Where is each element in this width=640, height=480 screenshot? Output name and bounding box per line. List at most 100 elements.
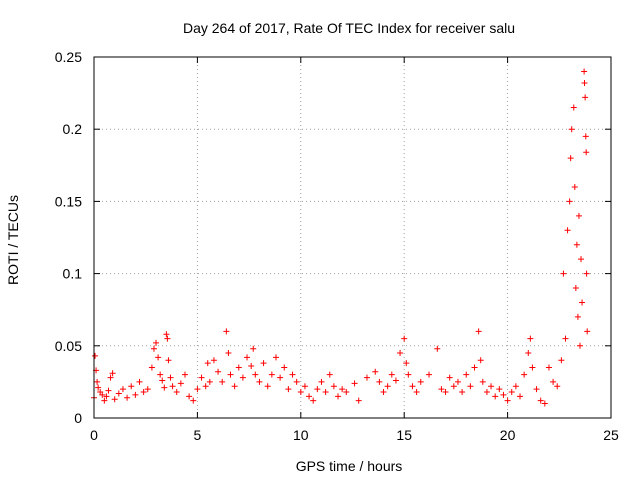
data-point: [388, 371, 395, 378]
data-point: [318, 378, 325, 385]
data-point: [109, 370, 116, 377]
data-point: [401, 335, 408, 342]
data-point: [306, 393, 313, 400]
data-point: [380, 389, 387, 396]
data-point: [355, 397, 362, 404]
data-point: [533, 386, 540, 393]
data-point: [277, 374, 284, 381]
data-point: [128, 383, 135, 390]
data-point: [575, 212, 582, 219]
data-point: [477, 357, 484, 364]
data-point: [583, 270, 590, 277]
y-axis-label: ROTI / TECUs: [5, 195, 21, 285]
data-point: [310, 397, 317, 404]
data-point: [488, 383, 495, 390]
data-point: [297, 389, 304, 396]
data-point: [235, 364, 242, 371]
data-point: [210, 357, 217, 364]
data-point: [260, 360, 267, 367]
data-point: [215, 368, 222, 375]
data-point: [173, 389, 180, 396]
x-tick-label: 15: [396, 427, 412, 443]
data-point: [225, 350, 232, 357]
data-point: [150, 345, 157, 352]
data-point: [202, 383, 209, 390]
data-point: [483, 389, 490, 396]
data-point: [564, 227, 571, 234]
data-point: [343, 389, 350, 396]
data-point: [181, 371, 188, 378]
data-point: [384, 383, 391, 390]
x-tick-label: 25: [603, 427, 619, 443]
data-point: [256, 378, 263, 385]
data-point: [525, 350, 532, 357]
data-point: [250, 345, 257, 352]
data-point: [454, 378, 461, 385]
data-point: [582, 94, 589, 101]
data-points: [91, 68, 591, 407]
data-point: [155, 354, 162, 361]
y-tick-label: 0: [74, 410, 82, 426]
data-point: [467, 383, 474, 390]
data-point: [351, 380, 358, 387]
data-point: [289, 371, 296, 378]
data-point: [330, 383, 337, 390]
data-point: [115, 390, 122, 397]
data-point: [504, 397, 511, 404]
data-point: [248, 363, 255, 370]
data-point: [111, 396, 118, 403]
data-point: [567, 155, 574, 162]
data-point: [244, 354, 251, 361]
data-point: [144, 386, 151, 393]
data-point: [442, 389, 449, 396]
y-tick-label: 0.15: [55, 193, 82, 209]
data-point: [285, 386, 292, 393]
data-point: [132, 391, 139, 398]
data-point: [223, 328, 230, 335]
data-point: [579, 299, 586, 306]
data-point: [335, 393, 342, 400]
data-point: [492, 393, 499, 400]
data-point: [417, 378, 424, 385]
data-point: [521, 371, 528, 378]
y-tick-label: 0.2: [63, 121, 83, 137]
x-tick-label: 20: [500, 427, 516, 443]
data-point: [99, 391, 106, 398]
data-point: [206, 378, 213, 385]
data-point: [231, 383, 238, 390]
data-point: [581, 68, 588, 75]
data-point: [153, 339, 160, 346]
data-point: [409, 383, 416, 390]
data-point: [581, 79, 588, 86]
data-point: [479, 378, 486, 385]
data-point: [403, 360, 410, 367]
data-point: [159, 377, 166, 384]
data-point: [103, 393, 110, 400]
data-point: [413, 389, 420, 396]
data-point: [272, 354, 279, 361]
data-point: [107, 374, 114, 381]
x-tick-label: 5: [194, 427, 202, 443]
data-point: [426, 371, 433, 378]
data-point: [314, 386, 321, 393]
data-point: [227, 371, 234, 378]
data-point: [560, 270, 567, 277]
data-point: [438, 386, 445, 393]
data-point: [475, 328, 482, 335]
y-tick-label: 0.25: [55, 49, 82, 65]
data-point: [537, 397, 544, 404]
data-point: [177, 380, 184, 387]
data-point: [157, 371, 164, 378]
data-point: [94, 378, 101, 385]
data-point: [500, 391, 507, 398]
data-point: [322, 389, 329, 396]
data-point: [463, 371, 470, 378]
data-point: [508, 389, 515, 396]
data-point: [529, 364, 536, 371]
x-tick-label: 10: [293, 427, 309, 443]
data-point: [186, 393, 193, 400]
data-point: [219, 378, 226, 385]
data-point: [450, 383, 457, 390]
data-point: [397, 350, 404, 357]
data-point: [92, 352, 99, 359]
